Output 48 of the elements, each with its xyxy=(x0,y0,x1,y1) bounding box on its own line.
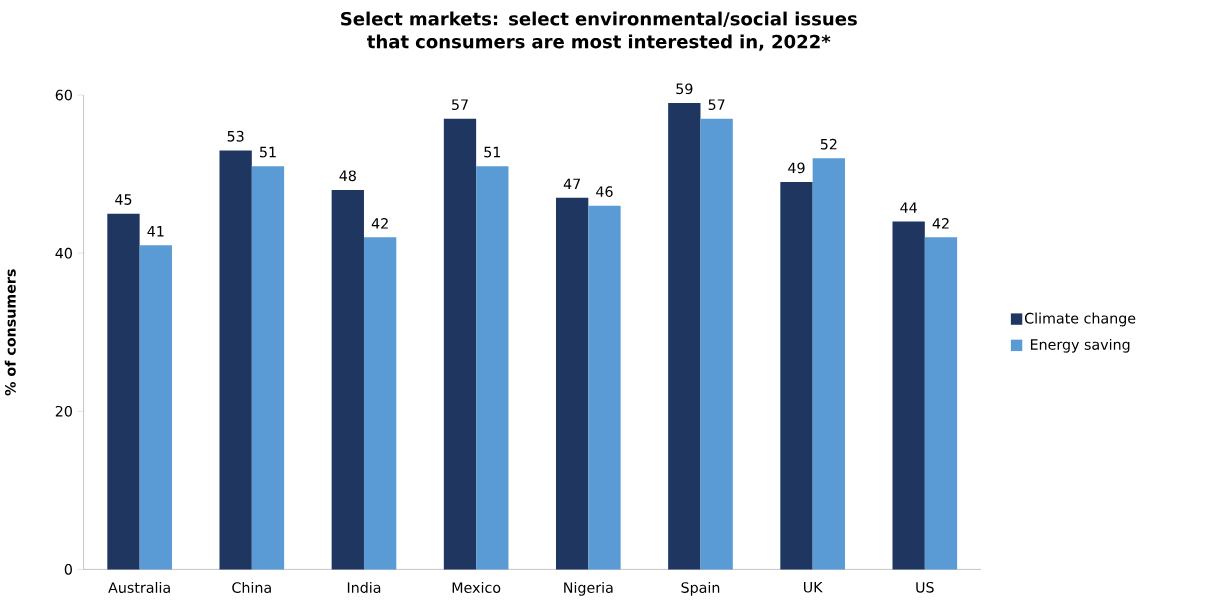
data-label: 57 xyxy=(452,99,468,111)
data-label: 46 xyxy=(596,186,613,198)
bar xyxy=(668,103,701,570)
legend-label: Energy saving xyxy=(1030,339,1130,353)
x-tick-label: Australia xyxy=(108,582,170,594)
data-label: 51 xyxy=(484,147,501,158)
data-label: 57 xyxy=(708,99,725,111)
x-tick-label: India xyxy=(347,582,381,594)
data-label: 48 xyxy=(339,170,356,182)
bar xyxy=(443,119,477,570)
x-tick-label: Spain xyxy=(681,582,720,596)
data-label: 47 xyxy=(563,178,581,190)
bar xyxy=(476,166,509,570)
bar xyxy=(892,221,925,570)
bar xyxy=(924,237,958,570)
bar xyxy=(331,190,364,570)
bar xyxy=(139,245,172,570)
bar xyxy=(700,119,733,570)
data-label: 41 xyxy=(147,226,164,237)
data-label: 52 xyxy=(820,139,837,150)
data-label: 51 xyxy=(260,147,276,158)
bar xyxy=(107,213,140,570)
bar xyxy=(780,182,813,570)
data-label: 44 xyxy=(900,202,917,214)
bar xyxy=(588,205,621,570)
bar xyxy=(219,150,252,570)
data-label: 45 xyxy=(115,194,132,206)
data-label: 42 xyxy=(371,218,388,229)
y-axis-title: % of consumers xyxy=(4,269,16,396)
bar xyxy=(251,166,285,570)
data-label: 53 xyxy=(227,131,244,142)
x-tick-label: China xyxy=(232,582,271,594)
data-label: 42 xyxy=(932,218,949,229)
legend-label: Climate change xyxy=(1024,312,1136,327)
chart-title: Select markets: select environmental/social issues that consumers are most interested in, 2022* xyxy=(341,11,857,51)
x-tick-label: Nigeria xyxy=(564,582,613,596)
y-tick-label: 60 xyxy=(55,89,72,101)
y-tick-label: 0 xyxy=(64,564,72,576)
bar xyxy=(812,158,845,570)
y-tick-label: 20 xyxy=(55,406,72,417)
x-tick-label: UK xyxy=(803,582,823,593)
x-tick-label: Mexico xyxy=(452,582,501,594)
y-tick-label: 40 xyxy=(55,248,72,259)
data-label: 59 xyxy=(676,83,693,95)
bar xyxy=(555,198,589,570)
x-tick-label: US xyxy=(916,582,934,593)
data-label: 49 xyxy=(788,162,805,174)
bar xyxy=(363,237,397,570)
